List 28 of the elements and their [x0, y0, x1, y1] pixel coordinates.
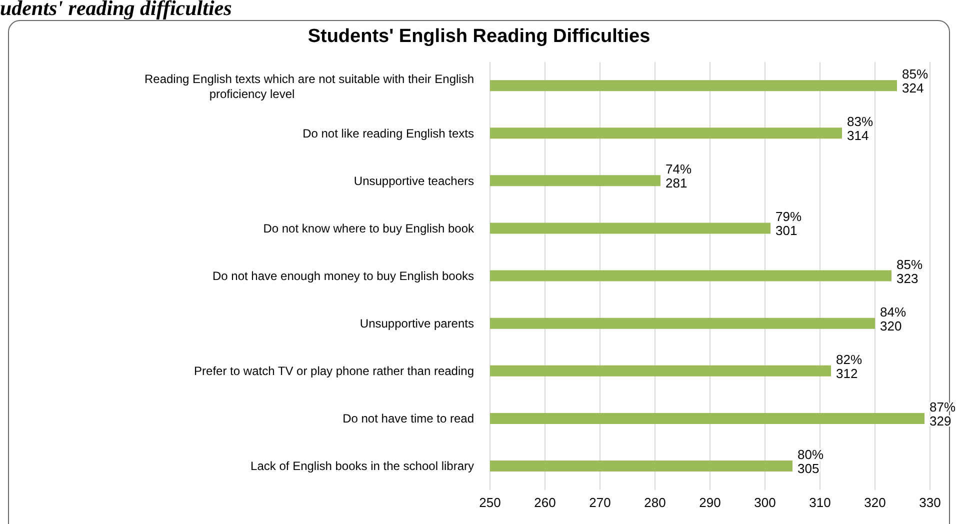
x-tick-label: 320: [864, 495, 886, 510]
text: udents' reading difficulties: [0, 0, 232, 21]
y-tick-label: Do not like reading English texts: [302, 126, 474, 140]
data-label: 82% 312: [836, 352, 862, 381]
x-tick-label: 330: [919, 495, 941, 510]
chart-title: Students' English Reading Difficulties: [306, 26, 652, 48]
y-tick-label: Unsupportive teachers: [354, 174, 474, 188]
data-label: 80% 305: [798, 447, 824, 476]
x-tick-label: 250: [479, 495, 501, 510]
y-tick-label: Unsupportive parents: [360, 316, 474, 331]
x-tick-label: 280: [644, 495, 666, 510]
data-label: 84% 320: [880, 304, 906, 334]
y-tick-label: Reading English texts which are not suitable with their English proficiency level: [144, 72, 474, 101]
y-tick-label: Do not have enough money to buy English books: [212, 269, 474, 283]
x-tick-label: 260: [534, 495, 556, 510]
y-tick-label: Do not know where to buy English book: [263, 221, 475, 236]
data-label: 83% 314: [847, 114, 874, 144]
data-label: 74% 281: [666, 162, 692, 191]
y-tick-label: Do not have time to read: [342, 412, 474, 426]
x-tick-label: 290: [699, 495, 721, 510]
x-tick-label: 300: [754, 495, 776, 510]
data-label: 85% 323: [896, 256, 923, 286]
x-tick-label: 270: [589, 495, 611, 510]
x-tick-label: 310: [809, 495, 831, 510]
y-tick-label: Lack of English books in the school library: [250, 459, 474, 474]
data-label: 85% 324: [902, 66, 928, 96]
y-tick-label: Prefer to watch TV or play phone rather than reading: [194, 364, 474, 378]
data-label: 79% 301: [776, 209, 802, 238]
